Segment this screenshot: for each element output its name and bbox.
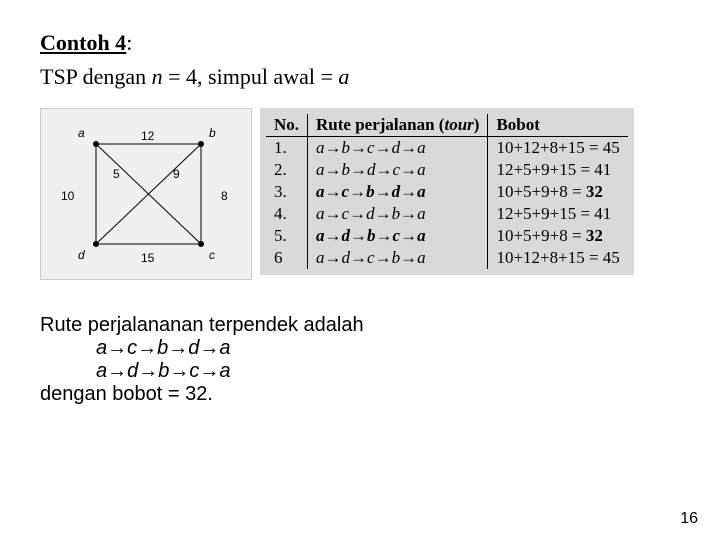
cell-route: a→b→d→c→a (308, 159, 488, 181)
title-label: Contoh 4 (40, 30, 126, 55)
cell-weight: 10+12+8+15 = 45 (488, 247, 628, 269)
routes-table: No. Rute perjalanan (tour) Bobot 1.a→b→c… (260, 108, 634, 275)
conclusion-route2: a→d→b→c→a (40, 360, 680, 383)
header-weight: Bobot (488, 114, 628, 137)
node-label-a: a (78, 126, 85, 140)
edge-weight: 15 (141, 251, 154, 265)
conclusion-line2: dengan bobot = 32. (40, 383, 680, 406)
header-no: No. (266, 114, 308, 137)
title-suffix: : (126, 30, 132, 55)
cell-weight: 12+5+9+15 = 41 (488, 159, 628, 181)
node-label-b: b (209, 126, 216, 140)
cell-weight: 10+12+8+15 = 45 (488, 137, 628, 160)
cell-route: a→c→d→b→a (308, 203, 488, 225)
conclusion-route1: a→c→b→d→a (40, 337, 680, 360)
table-row: 6a→d→c→b→a10+12+8+15 = 45 (266, 247, 628, 269)
cell-route: a→c→b→d→a (308, 181, 488, 203)
cell-route: a→b→c→d→a (308, 137, 488, 160)
edge-weight: 12 (141, 129, 154, 143)
subtitle: TSP dengan n = 4, simpul awal = a (40, 64, 680, 90)
table-row: 1.a→b→c→d→a10+12+8+15 = 45 (266, 137, 628, 160)
table-row: 5.a→d→b→c→a10+5+9+8 = 32 (266, 225, 628, 247)
cell-weight: 12+5+9+15 = 41 (488, 203, 628, 225)
cell-weight: 10+5+9+8 = 32 (488, 181, 628, 203)
table-row: 3.a→c→b→d→a10+5+9+8 = 32 (266, 181, 628, 203)
cell-no: 5. (266, 225, 308, 247)
edge-weight: 9 (173, 167, 180, 181)
edge-weight: 8 (221, 189, 228, 203)
cell-no: 2. (266, 159, 308, 181)
cell-weight: 10+5+9+8 = 32 (488, 225, 628, 247)
tsp-graph: a b c d 12 8 15 10 5 9 (40, 108, 252, 280)
page-number: 16 (680, 510, 698, 528)
cell-no: 6 (266, 247, 308, 269)
cell-no: 4. (266, 203, 308, 225)
table-header-row: No. Rute perjalanan (tour) Bobot (266, 114, 628, 137)
cell-route: a→d→b→c→a (308, 225, 488, 247)
header-route: Rute perjalanan (tour) (308, 114, 488, 137)
table-row: 2.a→b→d→c→a12+5+9+15 = 41 (266, 159, 628, 181)
conclusion-line1: Rute perjalananan terpendek adalah (40, 314, 680, 337)
table-row: 4.a→c→d→b→a12+5+9+15 = 41 (266, 203, 628, 225)
cell-no: 3. (266, 181, 308, 203)
example-title: Contoh 4: (40, 30, 680, 56)
node-label-d: d (78, 248, 85, 262)
node-label-c: c (209, 248, 215, 262)
edge-weight: 5 (113, 167, 120, 181)
conclusion: Rute perjalananan terpendek adalah a→c→b… (40, 314, 680, 406)
edge-weight: 10 (61, 189, 74, 203)
cell-no: 1. (266, 137, 308, 160)
cell-route: a→d→c→b→a (308, 247, 488, 269)
